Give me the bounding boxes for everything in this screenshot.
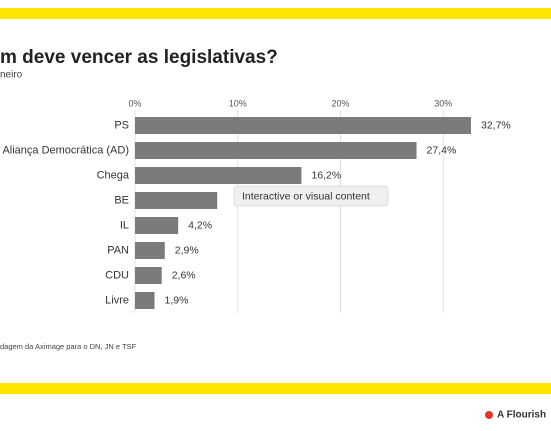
- chart-subtitle: neiro: [0, 70, 23, 81]
- y-tick-label: PS: [114, 119, 129, 131]
- bar: [135, 267, 162, 284]
- flourish-icon: [485, 411, 493, 419]
- chart-title: m deve vencer as legislativas?: [0, 47, 278, 68]
- y-tick-label: BE: [114, 194, 129, 206]
- overlay: Interactive or visual content: [233, 185, 389, 207]
- y-tick-label: CDU: [105, 269, 129, 281]
- x-tick-label: 30%: [434, 98, 452, 108]
- source: dagem da Aximage para o DN, JN e TSF: [0, 342, 137, 351]
- credit[interactable]: A Flourish: [497, 410, 546, 421]
- bar: [135, 142, 417, 159]
- value-label: 4,2%: [188, 219, 212, 231]
- bottom-band: [0, 383, 551, 394]
- tooltip-box: [233, 185, 389, 207]
- tooltip: Interactive or visual content: [242, 190, 370, 202]
- value-label: 2,9%: [175, 244, 199, 256]
- x-tick-label: 0%: [128, 98, 141, 108]
- top-band: [0, 8, 551, 19]
- y-tick-label: PAN: [107, 244, 129, 256]
- y-tick-label: Livre: [105, 294, 129, 306]
- y-tick-label: Chega: [97, 169, 130, 181]
- value-label: 1,9%: [165, 294, 189, 306]
- bar: [135, 292, 155, 309]
- x-tick-label: 20%: [331, 98, 349, 108]
- plot: 0% 10% 20% 30% PS 32,7% Aliança Democrática (A…: [2, 98, 511, 313]
- value-label: 32,7%: [481, 119, 511, 131]
- bar: [135, 217, 179, 234]
- value-label: 2,6%: [172, 269, 196, 281]
- y-tick-label: IL: [120, 219, 129, 231]
- bar: [135, 117, 471, 134]
- y-tick-label: Aliança Democrática (AD): [2, 144, 129, 156]
- x-tick-label: 10%: [229, 98, 247, 108]
- value-label: 16,2%: [311, 169, 341, 181]
- bar: [135, 167, 302, 184]
- bar: [135, 242, 165, 259]
- value-label: 27,4%: [427, 144, 457, 156]
- bar: [135, 192, 218, 209]
